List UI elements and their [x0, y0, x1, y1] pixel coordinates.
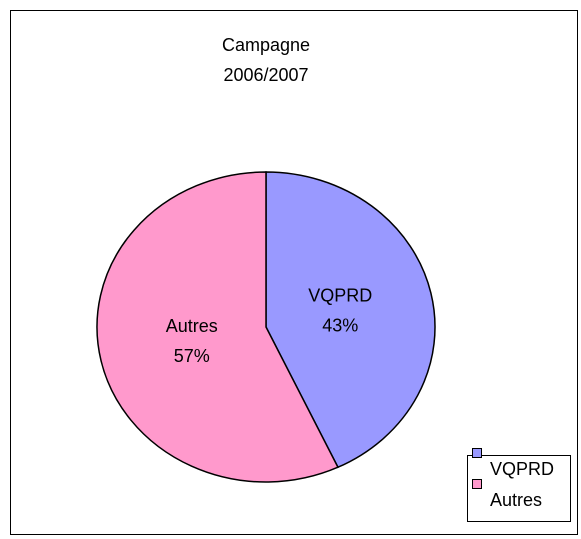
legend-box — [467, 455, 571, 522]
slice-label: VQPRD — [308, 286, 372, 306]
legend-label: VQPRD — [490, 459, 554, 479]
chart-title: 2006/2007 — [223, 65, 308, 85]
pie-slice — [265, 171, 436, 469]
legend-swatch — [472, 479, 482, 489]
slice-value: 57% — [174, 346, 210, 366]
slice-label: Autres — [166, 316, 218, 336]
chart-title: Campagne — [222, 35, 310, 55]
legend-label: Autres — [490, 490, 542, 510]
pie-slice — [96, 171, 339, 483]
slice-value: 43% — [322, 316, 358, 336]
legend-swatch — [472, 448, 482, 458]
